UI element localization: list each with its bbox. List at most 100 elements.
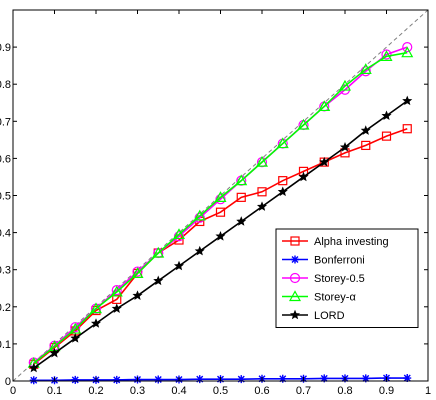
y-tick-label: 0.3 (0, 265, 11, 277)
series-line (33, 127, 408, 365)
x-tick-label: 0.8 (337, 385, 352, 397)
x-tick-label: 0 (10, 385, 16, 397)
x-tick-label: 1 (425, 385, 431, 397)
x-tick-label: 0.4 (171, 385, 186, 397)
data-point (278, 176, 288, 186)
data-point (339, 141, 351, 152)
legend-entry: Storey-0.5 (282, 272, 365, 285)
legend-label: Alpha investing (314, 236, 389, 248)
data-point (277, 186, 288, 197)
data-point (360, 66, 371, 77)
data-point (29, 376, 38, 385)
data-point (319, 156, 330, 167)
data-point (154, 375, 163, 384)
data-point (360, 125, 371, 135)
data-point (361, 140, 371, 151)
data-point (318, 100, 331, 112)
legend-label: LORD (314, 310, 345, 322)
data-point (132, 290, 143, 300)
data-point (70, 322, 81, 333)
data-point (71, 375, 80, 384)
y-tick-label: 0.4 (0, 228, 11, 240)
data-point (215, 231, 226, 241)
data-point (173, 231, 185, 242)
data-point (131, 267, 144, 279)
data-point (89, 302, 103, 314)
legend-entry: Alpha investing (282, 236, 389, 248)
legend-entry: LORD (282, 309, 345, 322)
legend-entry: Storey-α (282, 290, 356, 304)
data-point (257, 187, 267, 197)
x-tick-label: 0.1 (47, 385, 62, 397)
data-point (193, 209, 206, 221)
data-point (111, 303, 122, 313)
data-point (235, 174, 248, 186)
reference-line (12, 9, 429, 382)
legend-label: Bonferroni (314, 255, 365, 267)
legend-label: Storey-0.5 (314, 273, 365, 285)
y-tick-label: 0.8 (0, 79, 11, 91)
data-point (297, 118, 310, 130)
reference-diagonal (12, 9, 429, 382)
x-tick-label: 0.2 (88, 385, 103, 397)
data-point (214, 191, 227, 202)
legend-entry: Bonferroni (282, 255, 365, 267)
data-point (236, 216, 247, 226)
data-point (320, 374, 329, 383)
data-point (403, 374, 412, 383)
legend-marker (289, 272, 301, 284)
y-tick-label: 0.9 (0, 42, 11, 54)
x-tick-label: 0.7 (296, 385, 311, 397)
x-tick-label: 0.3 (130, 385, 145, 397)
data-point (194, 245, 205, 256)
x-tick-label: 0.9 (379, 385, 394, 397)
data-point (402, 124, 412, 134)
data-point (381, 131, 392, 141)
legend: Alpha investing Bonferroni Storey-0.5 Store… (275, 228, 419, 328)
data-point (278, 374, 287, 383)
data-point (70, 333, 81, 343)
data-point (215, 194, 226, 205)
data-point (276, 137, 289, 149)
data-point (215, 207, 226, 217)
data-point (401, 46, 414, 58)
y-tick-label: 0.5 (0, 191, 11, 203)
data-point (381, 49, 392, 60)
data-point (402, 95, 413, 106)
data-point (112, 375, 121, 384)
data-point (172, 228, 186, 240)
legend-marker (289, 309, 301, 320)
data-point (110, 285, 123, 297)
y-tick-label: 0.7 (0, 116, 11, 128)
data-point (173, 260, 185, 271)
data-point (28, 362, 39, 373)
legend-label: Storey-α (314, 292, 356, 304)
data-point (194, 212, 205, 223)
y-tick-label: 0.1 (0, 339, 11, 351)
y-tick-label: 0.6 (0, 153, 11, 165)
x-tick-label: 0.5 (213, 385, 228, 397)
data-point (236, 192, 246, 202)
data-point (90, 318, 102, 328)
data-point (255, 155, 269, 167)
data-point (338, 79, 352, 91)
data-point (298, 171, 309, 182)
data-point (381, 110, 392, 121)
series-3 (27, 46, 414, 368)
legend-marker (291, 255, 299, 264)
data-point (49, 347, 60, 358)
data-point (256, 201, 268, 211)
legend-marker (290, 236, 300, 246)
y-tick-label: 0.2 (0, 302, 11, 314)
data-point (153, 275, 164, 286)
data-point (152, 246, 165, 258)
series-layer (27, 41, 414, 385)
x-tick-label: 0.6 (254, 385, 269, 397)
data-point (380, 50, 393, 61)
data-point (361, 374, 370, 383)
data-point (359, 63, 372, 74)
data-point (111, 285, 122, 296)
axes: 0 0.1 0.2 0.3 0.4 0.5 0.6 0.7 0.8 0.9 1 0 0.1 0.2 0.3 0… (0, 9, 431, 397)
series-line (33, 51, 408, 364)
